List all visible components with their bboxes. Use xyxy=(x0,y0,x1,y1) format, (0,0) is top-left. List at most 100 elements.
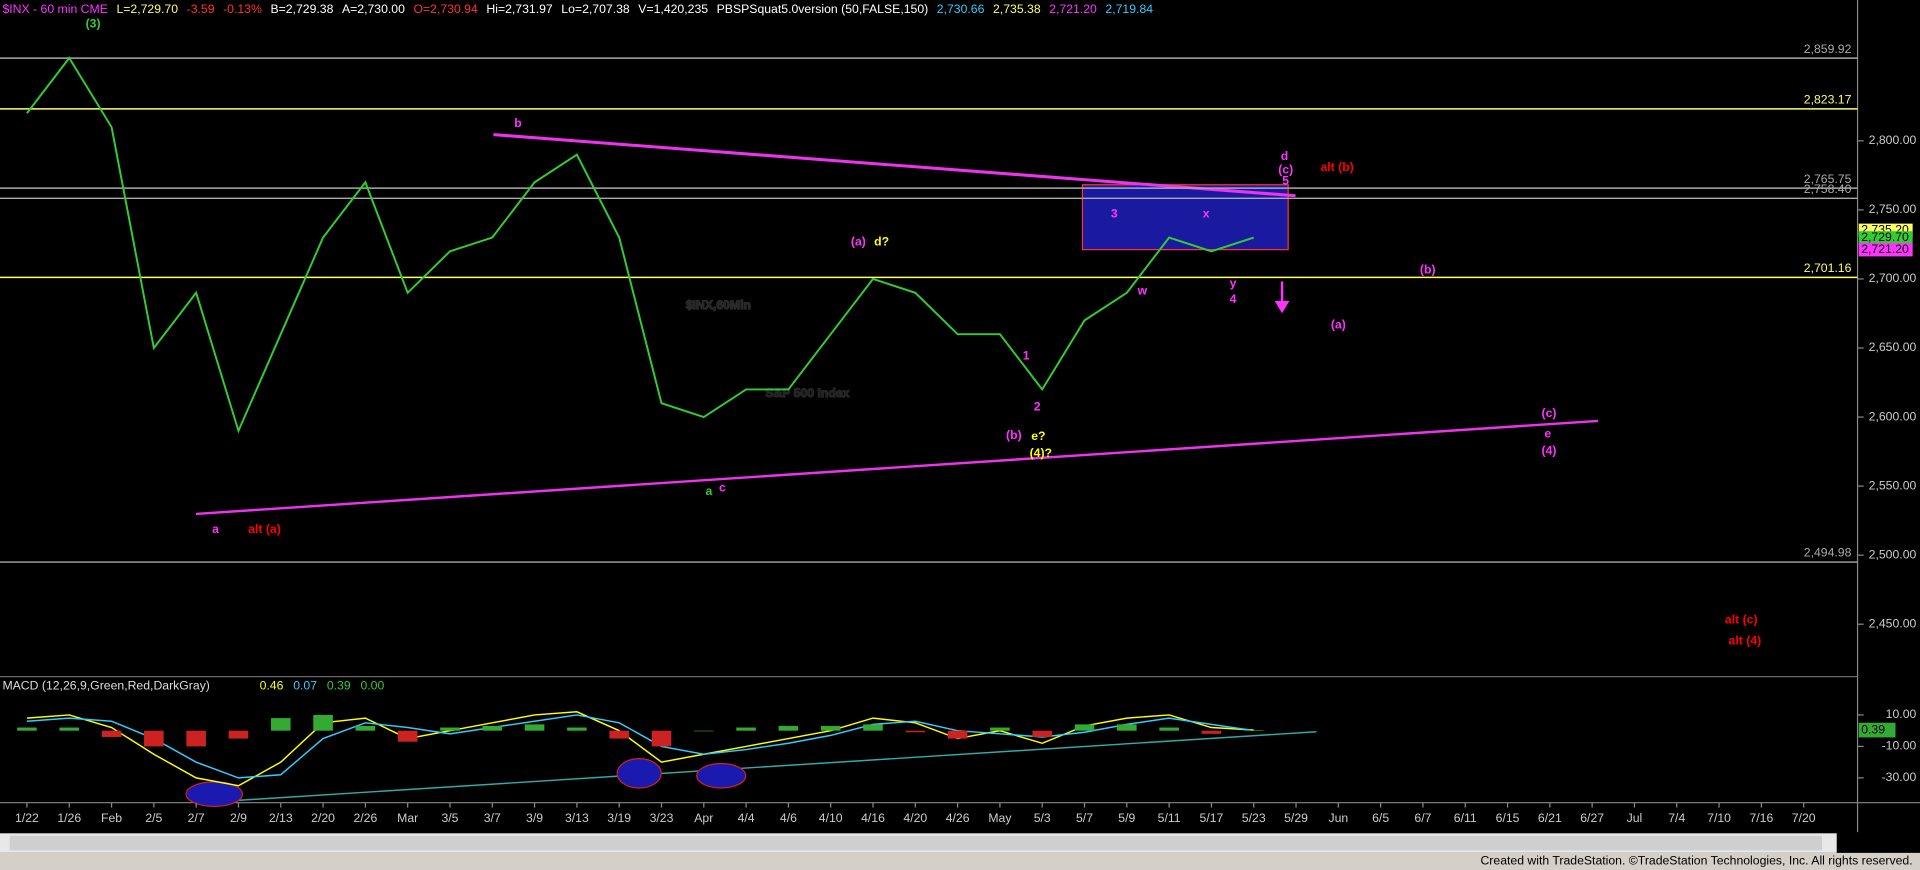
price-level-label: 2,494.98 xyxy=(1804,546,1852,560)
x-tick-label: 4/16 xyxy=(861,811,885,825)
wave-label: alt (b) xyxy=(1320,160,1353,174)
price-level-label: 2,859.92 xyxy=(1804,42,1852,56)
x-tick-label: Apr xyxy=(694,811,713,825)
x-tick-label: Feb xyxy=(101,811,122,825)
x-tick-label: 4/4 xyxy=(738,811,755,825)
histogram-bar xyxy=(59,727,80,731)
wave-label: c xyxy=(719,480,726,494)
scrollbar-thumb[interactable] xyxy=(9,835,1823,851)
y-tick-label: 10.00 xyxy=(1886,707,1917,721)
watermark: $INX,60Min xyxy=(686,298,751,312)
price-tag-label: 2,729.70 xyxy=(1861,230,1909,244)
x-tick-label: 1/22 xyxy=(15,811,39,825)
x-tick-label: Mar xyxy=(397,811,418,825)
wave-label: y xyxy=(1230,276,1237,290)
watermark: S&P 500 Index xyxy=(765,386,849,400)
header-field: 2,730.66 xyxy=(937,2,985,16)
x-tick-label: 7/20 xyxy=(1792,811,1816,825)
histogram-bar xyxy=(313,714,333,731)
x-tick-label: 5/9 xyxy=(1118,811,1135,825)
y-tick-label: 2,800.00 xyxy=(1869,133,1917,147)
histogram-bar xyxy=(270,718,291,731)
x-tick-label: 1/26 xyxy=(57,811,81,825)
y-tick-label: 2,600.00 xyxy=(1869,409,1917,423)
header-field: -3.59 xyxy=(187,2,215,16)
x-tick-label: Jul xyxy=(1627,811,1643,825)
x-tick-label: 3/13 xyxy=(565,811,589,825)
y-tick-label: 2,650.00 xyxy=(1869,340,1917,354)
x-tick-label: 5/17 xyxy=(1200,811,1224,825)
series-line xyxy=(26,56,1255,434)
highlight xyxy=(696,762,747,789)
wave-label: 5 xyxy=(1282,173,1289,187)
wave-label: b xyxy=(514,116,521,130)
x-tick-label: 6/21 xyxy=(1538,811,1562,825)
wave-label: 1 xyxy=(1023,348,1030,362)
wave-label: (3) xyxy=(86,17,101,31)
target-box xyxy=(1081,184,1289,251)
wave-label: a xyxy=(706,484,713,498)
x-tick-label: May xyxy=(988,811,1012,825)
histogram-bar xyxy=(101,730,122,737)
x-tick-label: 2/26 xyxy=(353,811,377,825)
wave-label: (4) xyxy=(1542,444,1557,458)
header-field: Hi=2,731.97 xyxy=(486,2,553,16)
x-tick-label: 3/9 xyxy=(526,811,543,825)
header-field: B=2,729.38 xyxy=(270,2,333,16)
histogram-bar xyxy=(397,730,418,742)
y-tick-label: 2,500.00 xyxy=(1869,547,1917,561)
x-tick-label: 4/6 xyxy=(780,811,797,825)
wave-label: (4)? xyxy=(1030,446,1052,460)
wave-label: d? xyxy=(874,235,889,249)
histogram-bar xyxy=(1159,727,1179,731)
wave-label: (b) xyxy=(1006,428,1022,442)
x-tick-label: 3/7 xyxy=(484,811,501,825)
value-tag-label: 0.39 xyxy=(1861,722,1885,736)
price-tag xyxy=(1858,242,1913,257)
header-field: A=2,730.00 xyxy=(342,2,405,16)
wave-label: (b) xyxy=(1420,263,1436,277)
wave-label: (a) xyxy=(851,235,866,249)
x-tick-label: 2/5 xyxy=(145,811,162,825)
header-field: L=2,729.70 xyxy=(116,2,178,16)
wave-label: 2 xyxy=(1034,400,1041,414)
y-tick-label: -10.00 xyxy=(1882,739,1917,753)
y-tick-label: -30.00 xyxy=(1882,770,1917,784)
histogram-bar xyxy=(1243,730,1264,731)
histogram-bar xyxy=(355,725,376,731)
x-tick-label: 5/29 xyxy=(1284,811,1308,825)
wave-label: alt (4) xyxy=(1729,633,1762,647)
legend-value: 0.00 xyxy=(360,679,384,693)
wave-label: (c) xyxy=(1278,162,1293,176)
wave-label: d xyxy=(1281,149,1288,163)
header-field: -0.13% xyxy=(223,2,262,16)
x-tick-label: 4/10 xyxy=(819,811,843,825)
histogram-bar xyxy=(1201,730,1222,734)
histogram-bar xyxy=(609,730,629,739)
histogram-bar xyxy=(228,730,249,739)
histogram-bar xyxy=(482,725,503,731)
histogram-bar xyxy=(990,727,1010,731)
wave-label: w xyxy=(1137,283,1148,297)
y-tick-label: 2,550.00 xyxy=(1869,478,1917,492)
histogram-bar xyxy=(440,727,460,731)
wave-label: 3 xyxy=(1111,206,1118,220)
histogram-bar xyxy=(17,727,37,731)
x-tick-label: 3/5 xyxy=(441,811,458,825)
wave-label: alt (c) xyxy=(1725,613,1758,627)
x-tick-label: 7/10 xyxy=(1707,811,1731,825)
x-tick-label: 2/9 xyxy=(230,811,247,825)
x-tick-label: 3/19 xyxy=(607,811,631,825)
x-tick-label: 5/11 xyxy=(1158,811,1181,825)
histogram-bar xyxy=(820,725,841,731)
wave-label: alt (a) xyxy=(248,522,281,536)
x-tick-label: 5/7 xyxy=(1076,811,1093,825)
histogram-bar xyxy=(186,730,206,747)
x-tick-label: 6/5 xyxy=(1372,811,1389,825)
x-tick-label: 3/23 xyxy=(650,811,674,825)
wave-label: (a) xyxy=(1331,318,1346,332)
x-tick-label: 6/7 xyxy=(1414,811,1431,825)
x-tick-label: 2/7 xyxy=(188,811,205,825)
